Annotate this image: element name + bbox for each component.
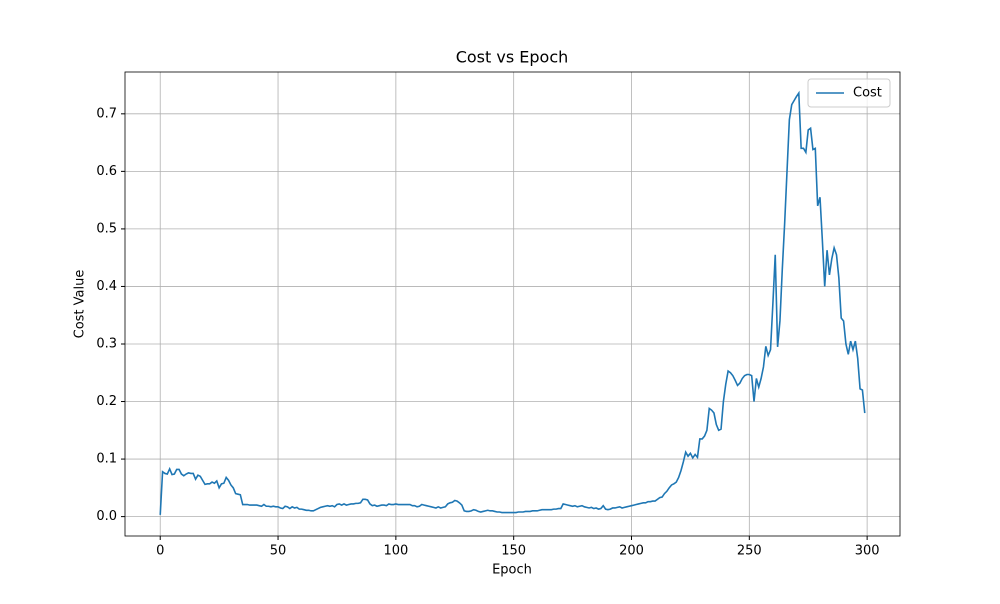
plot-frame — [124, 71, 901, 537]
x-tick-label: 200 — [619, 544, 644, 559]
line-series — [159, 90, 866, 515]
y-tick-label: 0.7 — [96, 106, 117, 121]
x-tick-label: 0 — [156, 544, 164, 559]
chart-title: Cost vs Epoch — [456, 48, 569, 67]
y-axis-label: Cost Value — [73, 270, 88, 339]
x-tick-label: 50 — [270, 544, 287, 559]
y-tick-label: 0.5 — [96, 221, 117, 236]
y-tick-label: 0.1 — [96, 452, 117, 467]
x-tick-label: 300 — [855, 544, 880, 559]
y-tick-label: 0.3 — [96, 336, 117, 351]
x-axis-label: Epoch — [492, 563, 532, 578]
y-tick-label: 0.6 — [96, 164, 117, 179]
legend-box — [807, 78, 891, 108]
legend-label: Cost — [853, 86, 882, 101]
x-tick-label: 150 — [501, 544, 526, 559]
x-tick-label: 100 — [383, 544, 408, 559]
y-tick-label: 0.4 — [96, 279, 117, 294]
y-tick-label: 0.2 — [96, 394, 117, 409]
y-tick-label: 0.0 — [96, 509, 117, 524]
x-tick-label: 250 — [737, 544, 762, 559]
